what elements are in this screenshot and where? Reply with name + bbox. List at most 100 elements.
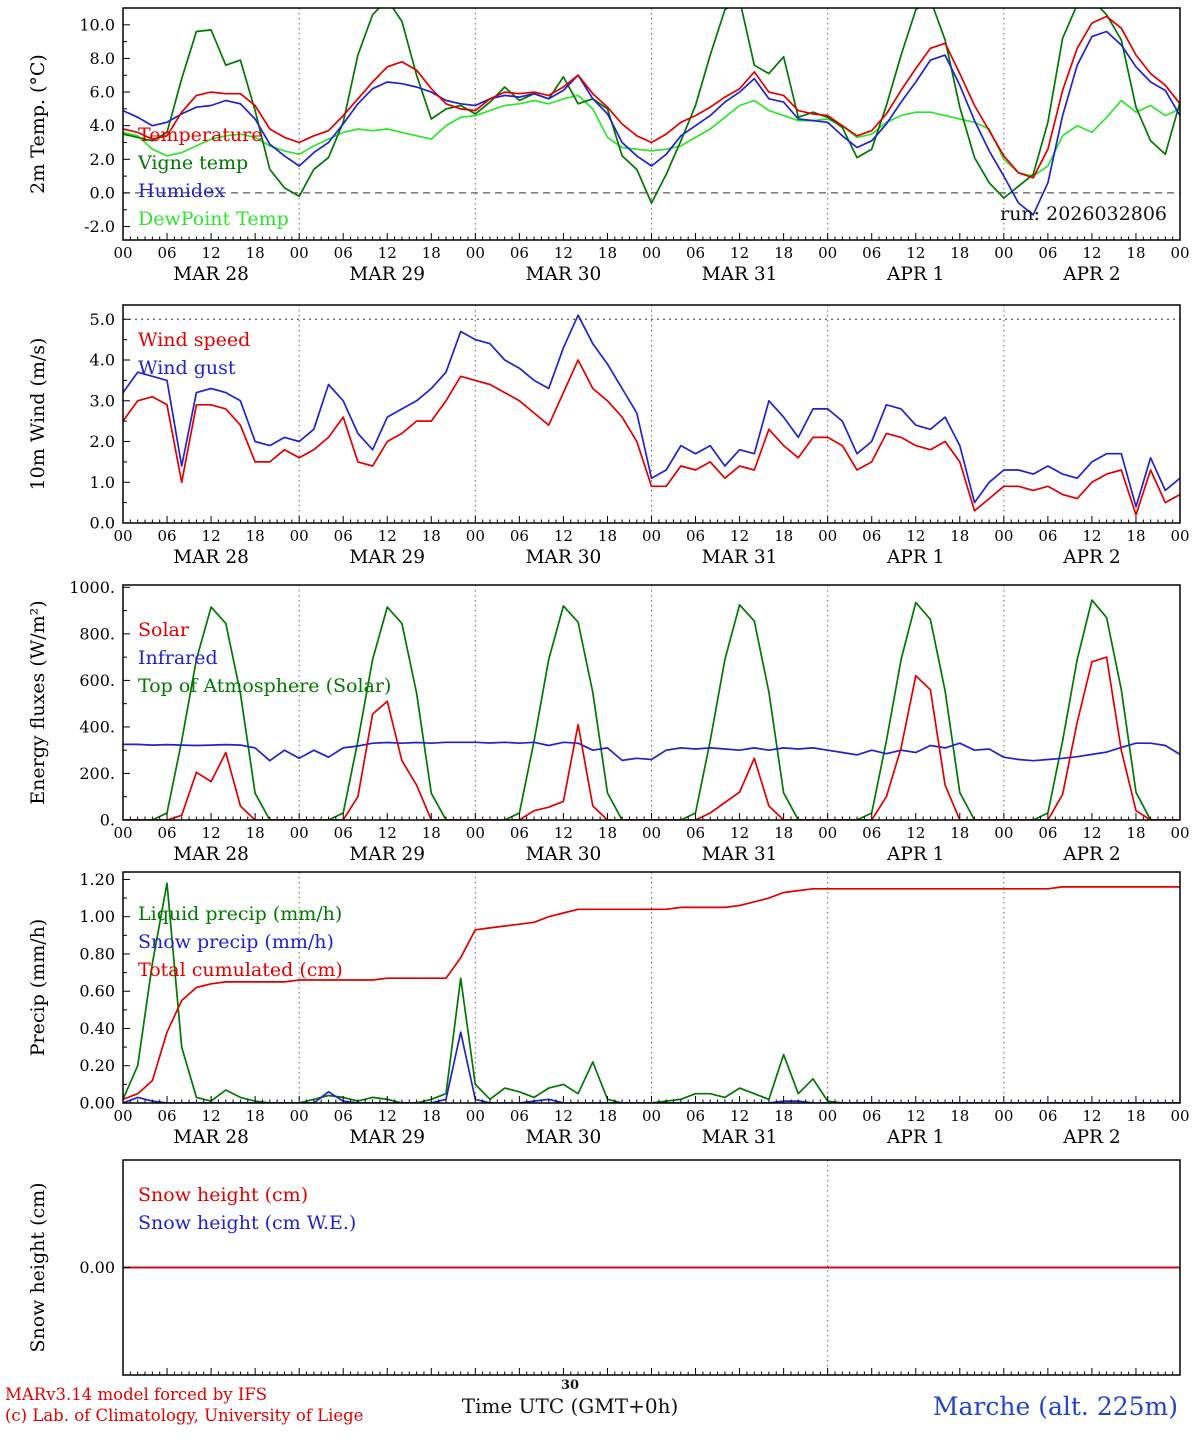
x-tick-label: 12: [730, 527, 749, 545]
x-tick-label: 12: [906, 527, 925, 545]
day-label: APR 1: [886, 844, 944, 865]
model-credit: MARv3.14 model forced by IFS (c) Lab. of…: [5, 1384, 363, 1426]
x-tick-label: 18: [774, 244, 793, 262]
day-label: APR 1: [886, 547, 944, 568]
y-tick-label: 10.0: [79, 15, 115, 34]
y-tick-label: 800.: [79, 624, 115, 643]
x-tick-label: 18: [1126, 244, 1145, 262]
x-tick-label: 12: [554, 244, 573, 262]
x-tick-label: 00: [642, 824, 661, 842]
temperature-legend: Temperature: [138, 124, 262, 146]
x-tick-label: 12: [730, 1107, 749, 1125]
energy-axis-title: Energy fluxes (W/m²): [27, 600, 49, 804]
temperature-line: [123, 15, 1180, 179]
x-tick-label: 18: [246, 1107, 265, 1125]
x-tick-label: 06: [862, 824, 881, 842]
temp-axis-title: 2m Temp. (°C): [27, 54, 49, 194]
x-tick-label: 00: [290, 1107, 309, 1125]
x-tick-label: 00: [113, 824, 132, 842]
humidex-line: [123, 30, 1180, 216]
x-tick-label: 12: [554, 824, 573, 842]
x-tick-label: 06: [1038, 527, 1057, 545]
x-tick-label: 00: [113, 527, 132, 545]
total-cumulated-line: [123, 886, 1180, 1101]
wind-gust-legend: Wind gust: [138, 357, 236, 379]
x-tick-label: 18: [1126, 1107, 1145, 1125]
x-tick-label: 12: [1082, 824, 1101, 842]
solar-legend: Solar: [138, 619, 190, 641]
day-label: MAR 30: [526, 844, 602, 865]
station-title: Marche (alt. 225m): [932, 1392, 1178, 1421]
x-tick-label: 00: [818, 244, 837, 262]
day-label: MAR 31: [702, 1127, 778, 1148]
day-label: MAR 28: [173, 844, 249, 865]
x-tick-label: 18: [950, 244, 969, 262]
x-tick-label: 00: [466, 244, 485, 262]
x-tick-label: 18: [950, 824, 969, 842]
x-tick-label: 06: [334, 1107, 353, 1125]
x-tick-label: 12: [202, 1107, 221, 1125]
x-tick-label: 18: [1126, 527, 1145, 545]
x-tick-label: 18: [950, 527, 969, 545]
x-tick-label: 12: [906, 824, 925, 842]
day-label: MAR 30: [526, 1127, 602, 1148]
y-tick-label: 1000.: [69, 578, 115, 597]
total-cumulated-legend: Total cumulated (cm): [138, 959, 343, 981]
wind-panel: 00 06 12 18 00 06 12 18 00 06 12 18 00 06 12 18 00 06 12 18…: [27, 304, 1190, 568]
x-tick-label: 18: [422, 1107, 441, 1125]
wind-axis-title: 10m Wind (m/s): [27, 338, 49, 491]
y-tick-label: 1.00: [79, 907, 115, 926]
x-tick-label: 00: [818, 1107, 837, 1125]
snowheight-panel: 0.00 Snow height (cm) Snow height (cm) Snow…: [27, 1159, 1181, 1376]
x-tick-label: 18: [950, 1107, 969, 1125]
y-tick-label: 0.00: [79, 1094, 115, 1113]
day-label: MAR 29: [349, 844, 425, 865]
x-tick-label: 06: [686, 1107, 705, 1125]
page-number: 30: [560, 1378, 580, 1393]
y-tick-label: 0.00: [79, 1258, 115, 1277]
snow-height-legend: Snow height (cm): [138, 1184, 308, 1206]
wind-speed-line: [123, 359, 1180, 516]
x-tick-label: 12: [1082, 244, 1101, 262]
x-tick-label: 18: [598, 824, 617, 842]
day-label: MAR 30: [526, 547, 602, 568]
day-label: APR 2: [1062, 264, 1120, 285]
y-tick-label: 4.0: [90, 351, 115, 370]
x-tick-label: 00: [466, 527, 485, 545]
day-label: APR 1: [886, 1127, 944, 1148]
x-tick-label: 00: [642, 1107, 661, 1125]
time-axis-title: Time UTC (GMT+0h): [461, 1394, 679, 1418]
y-tick-label: 600.: [79, 671, 115, 690]
precip-axis-title: Precip (mm/h): [27, 919, 49, 1057]
day-label: MAR 30: [526, 264, 602, 285]
x-tick-label: 06: [862, 1107, 881, 1125]
day-label: MAR 28: [173, 1127, 249, 1148]
x-tick-label: 18: [422, 824, 441, 842]
day-label: MAR 31: [702, 264, 778, 285]
wind-gust-line: [123, 314, 1180, 508]
x-tick-label: 06: [334, 527, 353, 545]
x-tick-label: 12: [378, 1107, 397, 1125]
x-tick-label: 00: [113, 1107, 132, 1125]
run-label: run: 2026032806: [1000, 203, 1167, 225]
day-label: MAR 29: [349, 1127, 425, 1148]
infrared-legend: Infrared: [138, 647, 218, 669]
x-tick-label: 00: [1170, 824, 1189, 842]
model-credit-line2: (c) Lab. of Climatology, University of L…: [5, 1406, 364, 1425]
x-tick-label: 18: [598, 1107, 617, 1125]
wind-speed-legend: Wind speed: [138, 329, 250, 351]
x-tick-label: 18: [246, 244, 265, 262]
x-tick-label: 06: [334, 244, 353, 262]
x-tick-label: 18: [774, 824, 793, 842]
day-label: MAR 28: [173, 547, 249, 568]
x-tick-label: 00: [466, 824, 485, 842]
y-tick-label: 0.80: [79, 944, 115, 963]
x-tick-label: 00: [290, 824, 309, 842]
toa-solar-legend: Top of Atmosphere (Solar): [138, 675, 391, 697]
x-tick-label: 12: [378, 244, 397, 262]
x-tick-label: 00: [642, 527, 661, 545]
infrared-line: [123, 741, 1180, 762]
energy-panel: 00 06 12 18 00 06 12 18 00 06 12 18 00 06 12 18 00 06 12 18…: [27, 578, 1190, 865]
